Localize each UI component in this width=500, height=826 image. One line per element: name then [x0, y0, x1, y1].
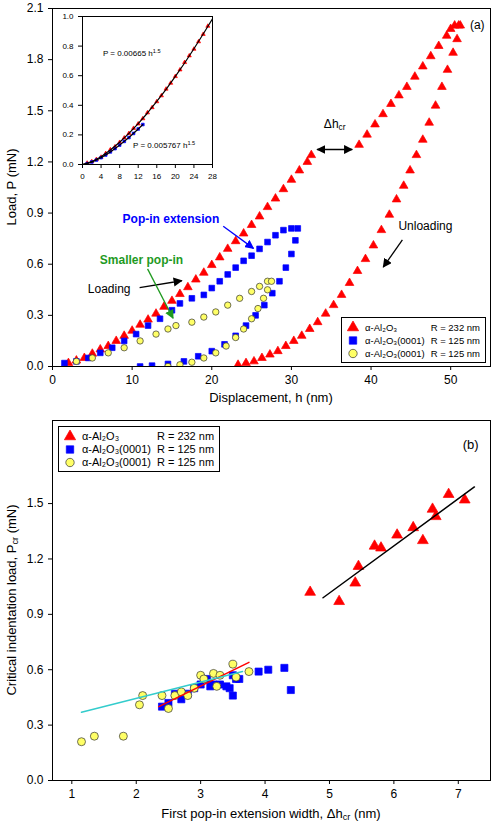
html-text:cr: cr — [9, 536, 20, 545]
svg-text:0: 0 — [49, 373, 56, 387]
svg-text:0.0: 0.0 — [62, 160, 74, 169]
html-text:R = 125 nm: R = 125 nm — [430, 347, 480, 359]
svg-text:0.6: 0.6 — [27, 257, 44, 271]
svg-text:1.8: 1.8 — [27, 52, 44, 66]
svg-text:0: 0 — [80, 172, 85, 181]
svg-text:24: 24 — [189, 172, 198, 181]
html-text:R = 232 nm: R = 232 nm — [430, 321, 480, 333]
html-text:R = 232 nm: R = 232 nm — [156, 430, 215, 442]
svg-text:28: 28 — [208, 172, 217, 181]
svg-text:16: 16 — [152, 172, 161, 181]
svg-text:8: 8 — [117, 172, 122, 181]
svg-text:3: 3 — [197, 787, 204, 801]
svg-text:0.6: 0.6 — [27, 663, 44, 677]
svg-text:0.0: 0.0 — [27, 773, 44, 787]
svg-text:4: 4 — [262, 787, 269, 801]
svg-text:30: 30 — [285, 373, 299, 387]
html-text:α-Al₂O₃: α-Al₂O₃ — [82, 430, 120, 442]
svg-text:40: 40 — [364, 373, 378, 387]
html-text:First pop-in extension width,: First pop-in extension width, Δhcr(nm) — [161, 805, 381, 822]
svg-text:2: 2 — [133, 787, 140, 801]
svg-text:12: 12 — [134, 172, 143, 181]
html-text:(b): (b) — [462, 436, 479, 452]
svg-text:6: 6 — [391, 787, 398, 801]
html-text:Displacement, h (nm): Displacement, h (nm) — [209, 389, 333, 405]
html-text:Unloading: Unloading — [398, 219, 453, 234]
svg-text:1.5: 1.5 — [27, 104, 44, 118]
html-text:Critical indentation load, P: Critical indentation load, P — [3, 544, 19, 696]
svg-text:1.2: 1.2 — [27, 552, 44, 566]
svg-text:7: 7 — [455, 787, 462, 801]
html-text:Smaller pop-in: Smaller pop-in — [99, 253, 184, 268]
html-text:P = 0.00665 h1.5: P = 0.00665 h1.5 — [102, 48, 161, 59]
html-text:α-Al₂O₃(0001): α-Al₂O₃(0001) — [82, 456, 151, 468]
svg-text:1.2: 1.2 — [27, 155, 44, 169]
svg-text:5: 5 — [326, 787, 333, 801]
svg-text:0.9: 0.9 — [27, 607, 44, 621]
html-text:(mN): (mN) — [3, 504, 19, 537]
svg-text:0.6: 0.6 — [62, 71, 74, 80]
html-text:Load, P (mN): Load, P (mN) — [3, 148, 19, 226]
svg-text:0.2: 0.2 — [62, 130, 74, 139]
html-text:Pop-in extension: Pop-in extension — [122, 212, 220, 227]
svg-text:2.1: 2.1 — [27, 1, 44, 15]
svg-text:10: 10 — [125, 373, 139, 387]
html-text:(a): (a) — [469, 18, 485, 32]
svg-text:0.4: 0.4 — [62, 101, 74, 110]
svg-text:0.3: 0.3 — [27, 308, 44, 322]
svg-text:0.9: 0.9 — [27, 206, 44, 220]
html-text:α-Al₂O₃(0001): α-Al₂O₃(0001) — [365, 334, 425, 346]
html-text:P = 0.005767 h1.5: P = 0.005767 h1.5 — [133, 140, 196, 151]
svg-text:0.0: 0.0 — [27, 359, 44, 373]
svg-text:1.5: 1.5 — [27, 496, 44, 510]
html-text:R = 125 nm: R = 125 nm — [156, 443, 215, 455]
html-text:R = 125 nm: R = 125 nm — [156, 456, 215, 468]
svg-text:20: 20 — [205, 373, 219, 387]
svg-text:0.8: 0.8 — [62, 42, 74, 51]
svg-text:20: 20 — [171, 172, 180, 181]
html-text:Δhcr: Δhcr — [323, 116, 346, 132]
svg-text:50: 50 — [444, 373, 458, 387]
html-text:α-Al₂O₃(0001): α-Al₂O₃(0001) — [365, 347, 425, 359]
html-text:R = 125 nm: R = 125 nm — [430, 334, 480, 346]
svg-text:0.3: 0.3 — [27, 718, 44, 732]
svg-text:1: 1 — [68, 787, 75, 801]
html-text:Loading: Loading — [87, 282, 131, 297]
html-text:α-Al₂O₃: α-Al₂O₃ — [365, 321, 398, 333]
svg-text:1.0: 1.0 — [62, 12, 74, 21]
svg-text:4: 4 — [99, 172, 104, 181]
html-text:α-Al₂O₃(0001): α-Al₂O₃(0001) — [82, 443, 151, 455]
